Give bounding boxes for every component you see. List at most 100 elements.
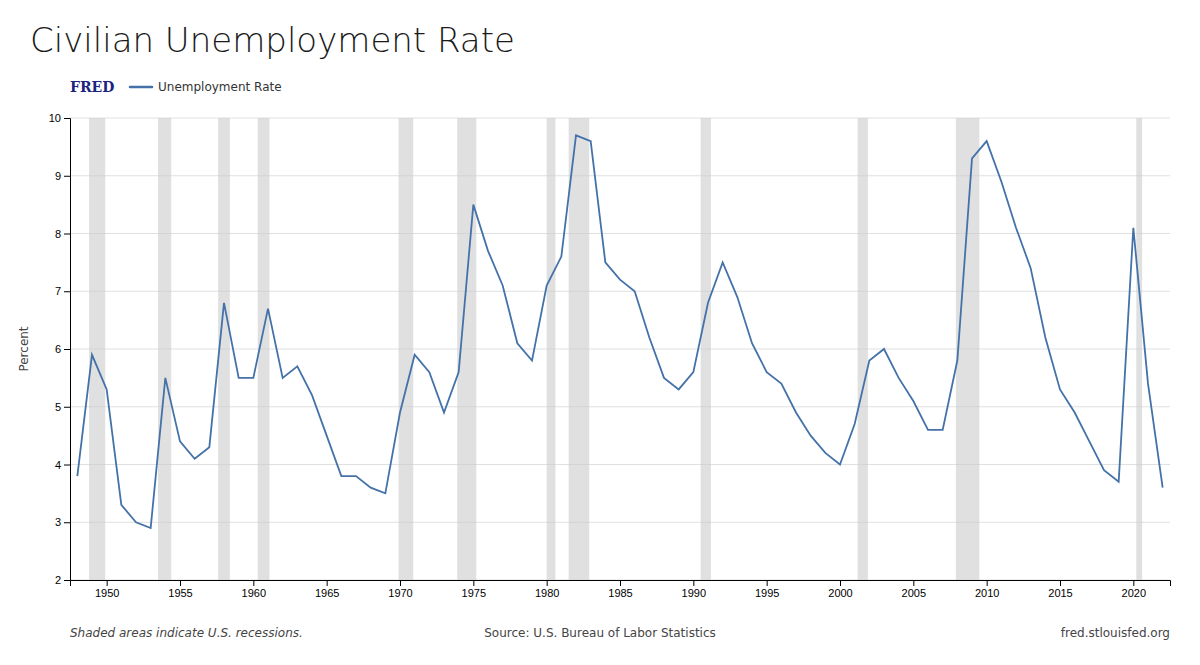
x-tick-label: 1950 (95, 587, 119, 599)
y-tick: 2 (55, 574, 70, 586)
x-tick-label: 1985 (608, 587, 632, 599)
legend-label: Unemployment Rate (158, 80, 282, 94)
recession-band (858, 118, 868, 580)
x-tick: 2005 (902, 580, 926, 599)
y-tick-label: 4 (55, 459, 61, 471)
x-tick-label: 1975 (462, 587, 486, 599)
x-tick-label: 1980 (535, 587, 559, 599)
x-tick: 1965 (315, 580, 339, 599)
y-tick-label: 5 (55, 401, 61, 413)
annotation: Shaded areas indicate U.S. recessions. (70, 626, 303, 640)
recession-band (701, 118, 711, 580)
y-tick-label: 6 (55, 343, 61, 355)
x-tick: 1990 (682, 580, 706, 599)
y-tick: 8 (55, 228, 70, 240)
x-tick-mark (253, 580, 254, 586)
x-tick-mark (473, 580, 474, 586)
x-tick: 2020 (1122, 580, 1146, 599)
x-tick-label: 1995 (755, 587, 779, 599)
x-tick-label: 1960 (242, 587, 266, 599)
x-tick: 2015 (1048, 580, 1072, 599)
x-tick-mark (180, 580, 181, 586)
legend-item: Unemployment Rate (130, 80, 282, 94)
x-tick-mark (840, 580, 841, 586)
x-tick-mark (767, 580, 768, 586)
grid-line (70, 522, 1170, 523)
y-tick: 3 (55, 516, 70, 528)
x-tick-mark (913, 580, 914, 586)
x-tick-mark (400, 580, 401, 586)
recession-band (158, 118, 171, 580)
y-tick-mark (64, 407, 70, 408)
x-tick-label: 1990 (682, 587, 706, 599)
line (77, 135, 1162, 528)
x-tick-label: 2005 (902, 587, 926, 599)
x-tick: 1960 (242, 580, 266, 599)
y-tick: 5 (55, 401, 70, 413)
y-tick: 9 (55, 170, 70, 182)
x-tick: 1995 (755, 580, 779, 599)
y-tick-mark (64, 349, 70, 350)
recession-band (89, 118, 105, 580)
y-tick-label: 9 (55, 170, 61, 182)
x-axis: 1950 1955 1960 1965 1970 1975 1980 1985 1990 1995… (71, 580, 1171, 599)
x-tick-mark (547, 580, 548, 586)
grid-line (70, 118, 1170, 119)
y-tick-label: 8 (55, 228, 61, 240)
x-tick-mark (987, 580, 988, 586)
y-tick: 10 (49, 112, 70, 124)
y-tick-mark (64, 291, 70, 292)
data-area (77, 118, 1162, 580)
x-tick-mark (327, 580, 328, 586)
x-tick-mark (1133, 580, 1134, 586)
y-axis: 2 3 4 5 6 7 8 9 10 (49, 112, 71, 586)
x-axis-line (71, 581, 1171, 587)
x-tick: 2000 (828, 580, 852, 599)
plot-area: 1950 1955 1960 1965 1970 1975 1980 1985 1990 1995… (49, 112, 1171, 599)
annotation: Source: U.S. Bureau of Labor Statistics (484, 626, 716, 640)
x-tick-mark (620, 580, 621, 586)
grid-line (70, 233, 1170, 234)
x-tick: 1970 (388, 580, 412, 599)
grid (70, 118, 1170, 580)
grid-line (70, 406, 1170, 407)
y-tick-label: 10 (49, 112, 61, 124)
y-tick-mark (64, 580, 70, 581)
x-tick-mark (693, 580, 694, 586)
y-tick-mark (64, 522, 70, 523)
x-tick-label: 2020 (1122, 587, 1146, 599)
x-tick-label: 1965 (315, 587, 339, 599)
x-tick-label: 1955 (168, 587, 192, 599)
x-tick: 1980 (535, 580, 559, 599)
y-axis-title: Percent (17, 326, 31, 371)
y-tick-mark (64, 465, 70, 466)
x-tick: 1975 (462, 580, 486, 599)
y-tick-label: 7 (55, 285, 61, 297)
recession-band (399, 118, 414, 580)
annotation: fred.stlouisfed.org (1061, 626, 1170, 640)
annotation: FRED (70, 79, 114, 95)
y-axis-line (64, 119, 71, 581)
grid-line (70, 349, 1170, 350)
y-tick-label: 2 (55, 574, 61, 586)
x-tick-mark (1060, 580, 1061, 586)
legend: Unemployment Rate (130, 80, 282, 94)
recession-band (1136, 118, 1142, 580)
y-tick: 7 (55, 285, 70, 297)
x-tick-label: 2000 (828, 587, 852, 599)
grid-line (70, 464, 1170, 465)
recession-band (956, 118, 979, 580)
x-tick: 1950 (95, 580, 119, 599)
x-tick-label: 2015 (1048, 587, 1072, 599)
x-tick-label: 1970 (388, 587, 412, 599)
grid-line (70, 291, 1170, 292)
y-tick: 4 (55, 459, 70, 471)
legend-swatch (130, 86, 152, 89)
chart: Civilian Unemployment Rate FRED Unemployme… (0, 0, 1200, 665)
recession-band (569, 118, 590, 580)
title: Civilian Unemployment Rate (30, 20, 515, 60)
x-tick: 1985 (608, 580, 632, 599)
y-tick-mark (64, 234, 70, 235)
x-tick: 2010 (975, 580, 999, 599)
x-tick-label: 2010 (975, 587, 999, 599)
